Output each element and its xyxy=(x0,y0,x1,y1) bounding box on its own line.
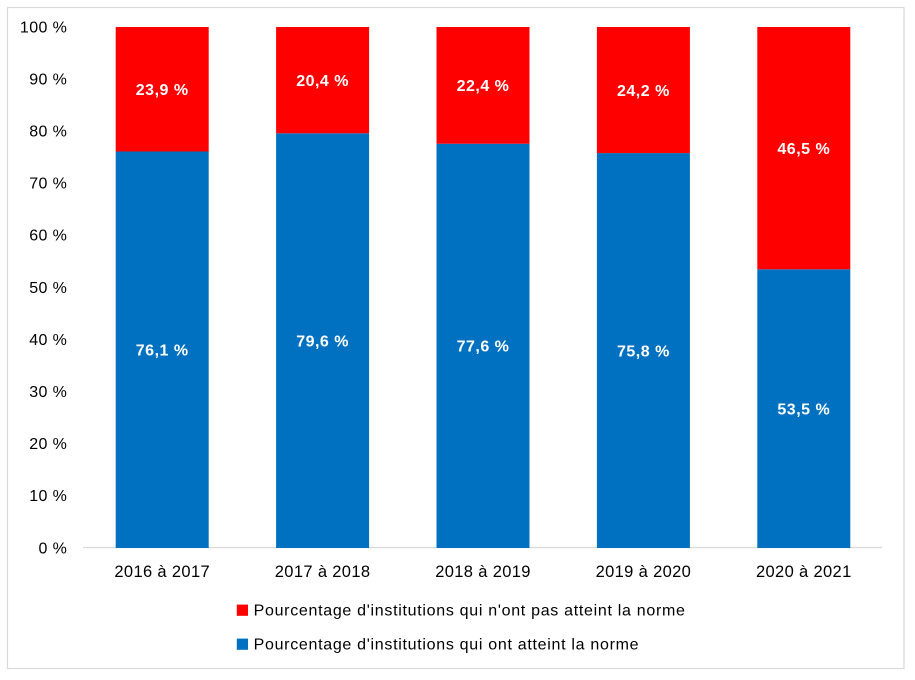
svg-text:Pourcentage d'institutions qui: Pourcentage d'institutions qui ont attei… xyxy=(254,637,640,654)
svg-text:0 %: 0 % xyxy=(39,540,68,557)
svg-text:22,4 %: 22,4 % xyxy=(457,78,510,95)
svg-text:2018 à 2019: 2018 à 2019 xyxy=(435,563,531,581)
svg-text:30 %: 30 % xyxy=(29,384,67,401)
svg-text:46,5 %: 46,5 % xyxy=(777,141,830,158)
svg-text:70 %: 70 % xyxy=(29,176,67,193)
svg-text:50 %: 50 % xyxy=(29,280,67,297)
svg-text:75,8 %: 75,8 % xyxy=(617,343,670,360)
svg-text:2019 à 2020: 2019 à 2020 xyxy=(596,563,692,581)
svg-text:40 %: 40 % xyxy=(29,332,67,349)
svg-text:53,5 %: 53,5 % xyxy=(777,401,830,418)
svg-text:100 %: 100 % xyxy=(20,19,67,36)
svg-text:90 %: 90 % xyxy=(29,71,67,88)
svg-text:10 %: 10 % xyxy=(29,488,67,505)
svg-text:2020 à 2021: 2020 à 2021 xyxy=(756,563,852,581)
svg-text:Pourcentage d'institutions qui: Pourcentage d'institutions qui n'ont pas… xyxy=(254,603,686,620)
svg-text:23,9 %: 23,9 % xyxy=(136,82,189,99)
svg-text:79,6 %: 79,6 % xyxy=(296,333,349,350)
svg-text:80 %: 80 % xyxy=(29,124,67,141)
svg-text:76,1 %: 76,1 % xyxy=(136,343,189,360)
svg-text:2017 à 2018: 2017 à 2018 xyxy=(275,563,371,581)
svg-text:60 %: 60 % xyxy=(29,228,67,245)
svg-text:77,6 %: 77,6 % xyxy=(457,339,510,356)
svg-text:20 %: 20 % xyxy=(29,436,67,453)
svg-text:20,4 %: 20,4 % xyxy=(296,73,349,90)
svg-text:2016 à 2017: 2016 à 2017 xyxy=(114,563,210,581)
svg-text:24,2 %: 24,2 % xyxy=(617,83,670,100)
